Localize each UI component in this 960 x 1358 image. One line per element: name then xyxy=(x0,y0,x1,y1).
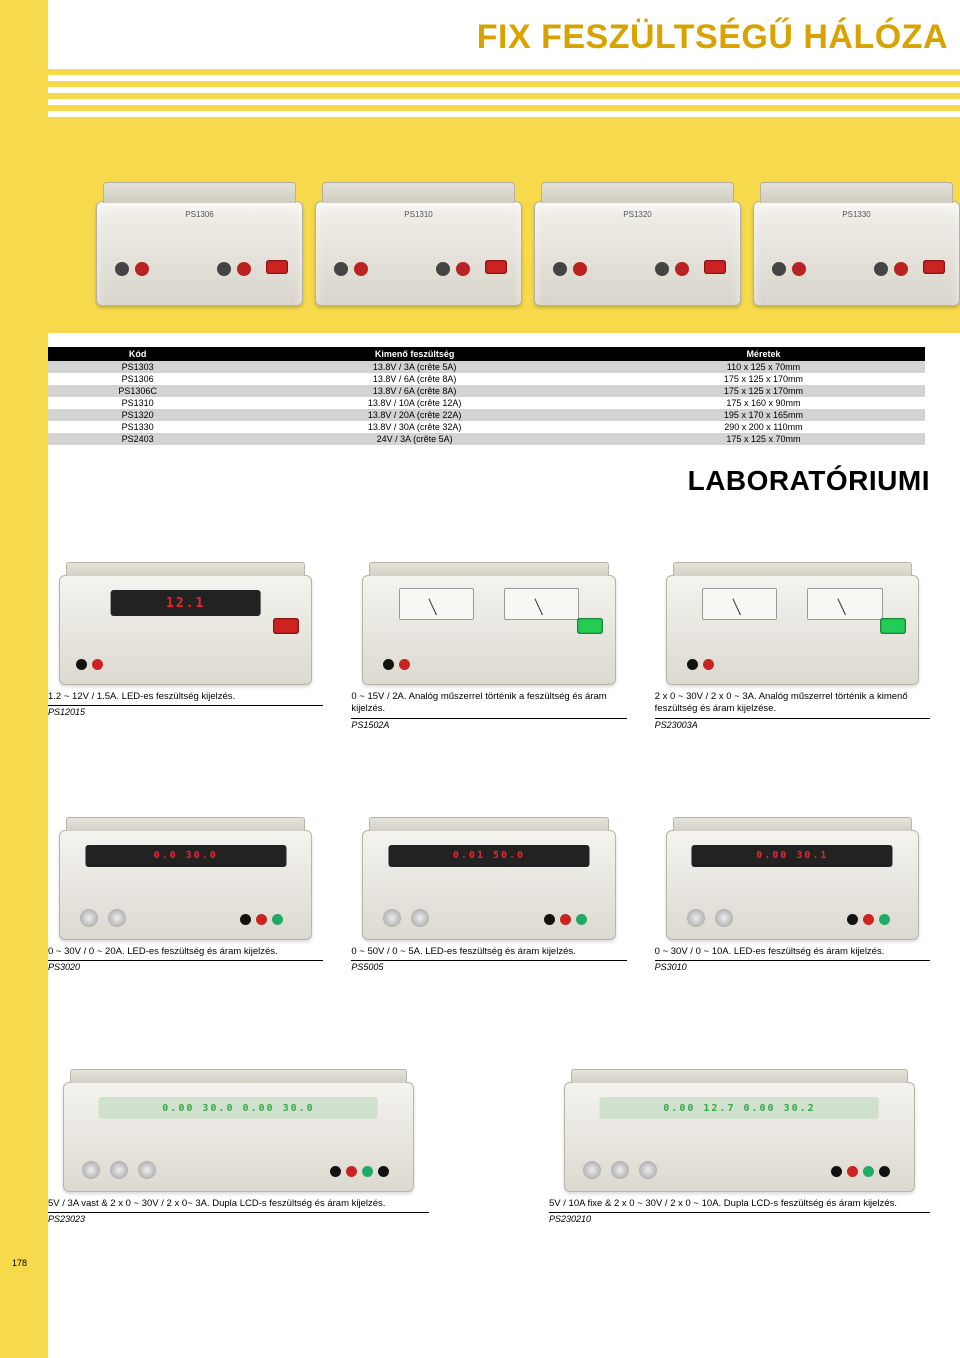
analog-meter-icon xyxy=(807,588,882,620)
table-cell: PS1306C xyxy=(48,385,227,397)
led-display: 0.01 50.0 xyxy=(388,845,589,867)
product-code: PS1502A xyxy=(351,720,626,730)
lcd-display: 0.00 12.7 0.00 30.2 xyxy=(600,1097,879,1119)
product-illustration: 0.01 50.0 xyxy=(362,830,615,940)
table-header: Kód xyxy=(48,347,227,361)
led-display: 0.0 30.0 xyxy=(85,845,286,867)
table-header: Kimenő feszültség xyxy=(227,347,602,361)
product-card: 2 x 0 ~ 30V / 2 x 0 ~ 3A. Analóg műszerr… xyxy=(655,515,930,730)
product-image xyxy=(655,515,930,685)
led-display: 12.1 xyxy=(110,590,261,616)
table-row: PS133013.8V / 30A (crête 32A)290 x 200 x… xyxy=(48,421,925,433)
spec-table: Kód Kimenő feszültség Méretek PS130313.8… xyxy=(48,347,925,445)
product-description: 1.2 ~ 12V / 1.5A. LED-es feszültség kije… xyxy=(48,691,323,706)
analog-meter-icon xyxy=(702,588,777,620)
hero-psu: PS1320 xyxy=(534,201,741,306)
product-code: PS3020 xyxy=(48,962,323,972)
product-image xyxy=(351,515,626,685)
product-card: 0.00 30.0 0.00 30.0 5V / 3A vast & 2 x 0 … xyxy=(48,1022,429,1224)
table-cell: 13.8V / 6A (crête 8A) xyxy=(227,373,602,385)
product-card: 12.1 1.2 ~ 12V / 1.5A. LED-es feszültség … xyxy=(48,515,323,730)
section-title: LABORATÓRIUMI xyxy=(48,455,960,505)
hero-psu: PS1306 xyxy=(96,201,303,306)
product-image: 0.0 30.0 xyxy=(48,770,323,940)
product-description: 5V / 10A fixe & 2 x 0 ~ 30V / 2 x 0 ~ 10… xyxy=(549,1198,930,1213)
product-image: 0.00 12.7 0.00 30.2 xyxy=(549,1022,930,1192)
product-row: 12.1 1.2 ~ 12V / 1.5A. LED-es feszültség … xyxy=(48,505,960,740)
table-row: PS240324V / 3A (crête 5A)175 x 125 x 70m… xyxy=(48,433,925,445)
product-code: PS23023 xyxy=(48,1214,429,1224)
product-code: PS12015 xyxy=(48,707,323,717)
table-header: Méretek xyxy=(602,347,925,361)
table-cell: PS1303 xyxy=(48,361,227,373)
product-card: 0.0 30.0 0 ~ 30V / 0 ~ 20A. LED-es feszül… xyxy=(48,770,323,972)
product-description: 5V / 3A vast & 2 x 0 ~ 30V / 2 x 0~ 3A. … xyxy=(48,1198,429,1213)
product-illustration: 0.0 30.0 xyxy=(59,830,312,940)
page-number: 178 xyxy=(12,1258,27,1268)
product-code: PS23003A xyxy=(655,720,930,730)
page-title: FIX FESZÜLTSÉGŰ HÁLÓZA xyxy=(48,0,960,63)
analog-meter-icon xyxy=(399,588,474,620)
analog-meter-icon xyxy=(504,588,579,620)
product-card: 0.00 30.1 0 ~ 30V / 0 ~ 10A. LED-es feszü… xyxy=(655,770,930,972)
table-row: PS1306C13.8V / 6A (crête 8A)175 x 125 x … xyxy=(48,385,925,397)
table-cell: 13.8V / 10A (crête 12A) xyxy=(227,397,602,409)
table-cell: PS1320 xyxy=(48,409,227,421)
table-cell: PS1330 xyxy=(48,421,227,433)
product-description: 0 ~ 30V / 0 ~ 10A. LED-es feszültség és … xyxy=(655,946,930,961)
table-cell: 195 x 170 x 165mm xyxy=(602,409,925,421)
table-cell: 175 x 125 x 170mm xyxy=(602,373,925,385)
hero-psu: PS1310 xyxy=(315,201,522,306)
table-cell: 175 x 125 x 170mm xyxy=(602,385,925,397)
table-cell: 13.8V / 3A (crête 5A) xyxy=(227,361,602,373)
lcd-display: 0.00 30.0 0.00 30.0 xyxy=(99,1097,378,1119)
product-row: 0.00 30.0 0.00 30.0 5V / 3A vast & 2 x 0 … xyxy=(48,982,960,1244)
product-description: 0 ~ 50V / 0 ~ 5A. LED-es feszültség és á… xyxy=(351,946,626,961)
table-cell: 13.8V / 6A (crête 8A) xyxy=(227,385,602,397)
product-illustration: 0.00 12.7 0.00 30.2 xyxy=(564,1082,915,1192)
table-cell: PS1306 xyxy=(48,373,227,385)
product-description: 0 ~ 30V / 0 ~ 20A. LED-es feszültség és … xyxy=(48,946,323,961)
table-row: PS130613.8V / 6A (crête 8A)175 x 125 x 1… xyxy=(48,373,925,385)
product-card: 0 ~ 15V / 2A. Analóg műszerrel történik … xyxy=(351,515,626,730)
hero-devices: PS1306 PS1310 PS1320 PS1330 xyxy=(96,201,960,306)
product-card: 0.01 50.0 0 ~ 50V / 0 ~ 5A. LED-es feszül… xyxy=(351,770,626,972)
product-description: 0 ~ 15V / 2A. Analóg műszerrel történik … xyxy=(351,691,626,719)
led-display: 0.00 30.1 xyxy=(692,845,893,867)
table-cell: 24V / 3A (crête 5A) xyxy=(227,433,602,445)
product-illustration xyxy=(362,575,615,685)
product-description: 2 x 0 ~ 30V / 2 x 0 ~ 3A. Analóg műszerr… xyxy=(655,691,930,719)
table-header-row: Kód Kimenő feszültség Méretek xyxy=(48,347,925,361)
table-cell: 110 x 125 x 70mm xyxy=(602,361,925,373)
hero-psu: PS1330 xyxy=(753,201,960,306)
product-code: PS5005 xyxy=(351,962,626,972)
product-image: 0.00 30.0 0.00 30.0 xyxy=(48,1022,429,1192)
sidebar-accent xyxy=(0,0,48,1358)
product-image: 12.1 xyxy=(48,515,323,685)
table-row: PS131013.8V / 10A (crête 12A)175 x 160 x… xyxy=(48,397,925,409)
table-cell: 13.8V / 30A (crête 32A) xyxy=(227,421,602,433)
product-illustration xyxy=(666,575,919,685)
product-code: PS3010 xyxy=(655,962,930,972)
table-cell: 290 x 200 x 110mm xyxy=(602,421,925,433)
product-image: 0.01 50.0 xyxy=(351,770,626,940)
product-image: 0.00 30.1 xyxy=(655,770,930,940)
product-code: PS230210 xyxy=(549,1214,930,1224)
product-card: 0.00 12.7 0.00 30.2 5V / 10A fixe & 2 x 0… xyxy=(549,1022,930,1224)
product-illustration: 0.00 30.1 xyxy=(666,830,919,940)
product-illustration: 0.00 30.0 0.00 30.0 xyxy=(63,1082,414,1192)
product-illustration: 12.1 xyxy=(59,575,312,685)
stripe-decoration xyxy=(48,63,960,123)
table-cell: 175 x 125 x 70mm xyxy=(602,433,925,445)
product-row: 0.0 30.0 0 ~ 30V / 0 ~ 20A. LED-es feszül… xyxy=(48,740,960,982)
table-row: PS130313.8V / 3A (crête 5A)110 x 125 x 7… xyxy=(48,361,925,373)
table-row: PS132013.8V / 20A (crête 22A)195 x 170 x… xyxy=(48,409,925,421)
table-cell: 13.8V / 20A (crête 22A) xyxy=(227,409,602,421)
table-cell: PS1310 xyxy=(48,397,227,409)
table-cell: 175 x 160 x 90mm xyxy=(602,397,925,409)
table-cell: PS2403 xyxy=(48,433,227,445)
